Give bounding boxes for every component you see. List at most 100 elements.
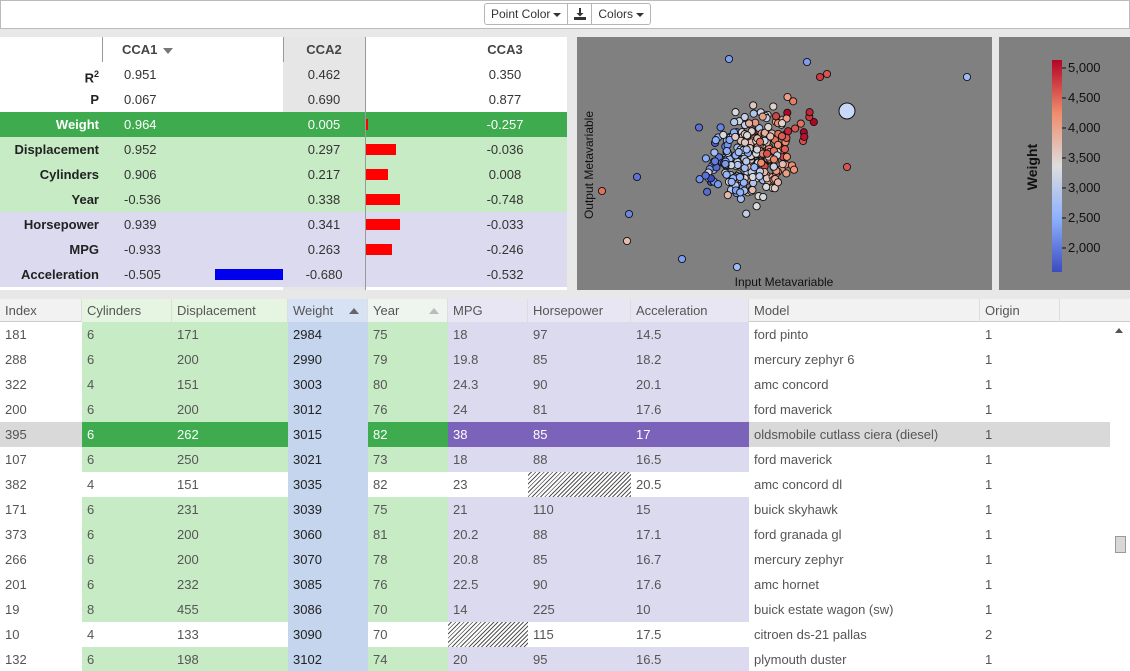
column-header-weight[interactable]: Weight <box>288 299 368 322</box>
scatter-point[interactable] <box>703 187 712 196</box>
scatter-point[interactable] <box>713 180 723 189</box>
cca-row[interactable]: Weight 0.964 0.005 -0.257 <box>0 112 567 137</box>
scatter-point[interactable] <box>763 149 772 158</box>
scatter-point[interactable] <box>753 145 762 154</box>
scatter-point[interactable] <box>597 186 607 196</box>
cca1-header[interactable]: CCA1 <box>122 37 174 62</box>
scatter-point[interactable] <box>784 127 793 136</box>
column-header-horsepower[interactable]: Horsepower <box>528 299 631 322</box>
scatter-point[interactable] <box>769 102 778 111</box>
scatter-plot[interactable]: Input Metavariable Output Metavariable <box>577 37 992 290</box>
scatter-plot-canvas[interactable]: Input Metavariable Output Metavariable <box>577 37 992 290</box>
scatter-point[interactable] <box>962 72 972 82</box>
scatter-point[interactable] <box>789 165 799 174</box>
cca2-header[interactable]: CCA2 <box>306 42 342 57</box>
scatter-point[interactable] <box>749 101 758 110</box>
scatter-point[interactable] <box>778 119 787 128</box>
scrollbar-thumb[interactable] <box>1115 536 1126 553</box>
scatter-point[interactable] <box>740 163 749 173</box>
scatter-point[interactable] <box>694 123 704 132</box>
scatter-point[interactable] <box>622 236 632 246</box>
column-header-year[interactable]: Year <box>368 299 448 322</box>
scatter-point[interactable] <box>777 132 787 141</box>
point-color-dropdown[interactable]: Point Color <box>485 4 569 24</box>
scatter-point[interactable] <box>710 148 719 157</box>
scatter-point[interactable] <box>748 172 757 182</box>
scatter-point[interactable] <box>701 171 710 180</box>
cca-row[interactable]: Horsepower 0.939 0.341 -0.033 <box>0 212 567 237</box>
column-header-index[interactable]: Index <box>0 299 82 322</box>
scatter-point[interactable] <box>755 137 765 146</box>
scatter-point[interactable] <box>749 109 758 118</box>
cca-row[interactable]: Acceleration -0.505 -0.680 -0.532 <box>0 262 567 287</box>
scatter-point[interactable] <box>731 132 740 141</box>
cca-row[interactable]: Cylinders 0.906 0.217 0.008 <box>0 162 567 187</box>
scatter-point[interactable] <box>769 155 779 164</box>
scatter-point[interactable] <box>732 262 742 272</box>
table-row[interactable]: 171 6 231 3039 75 21 110 15 buick skyhawk 1 <box>0 497 1110 522</box>
table-row[interactable]: 373 6 200 3060 81 20.2 88 17.1 ford granada gl 1 <box>0 522 1110 547</box>
scatter-point[interactable] <box>745 119 754 128</box>
scatter-point[interactable] <box>783 92 792 102</box>
scatter-point[interactable] <box>752 202 761 211</box>
scatter-point[interactable] <box>791 124 800 133</box>
scatter-point[interactable] <box>695 175 704 184</box>
table-row[interactable]: 19 8 455 3086 70 14 225 10 buick estate wagon (s… <box>0 597 1110 622</box>
scatter-point[interactable] <box>758 112 767 121</box>
table-row[interactable]: 382 4 151 3035 82 23 20.5 amc concord dl 1 <box>0 472 1110 497</box>
selected-scatter-point[interactable] <box>838 102 856 120</box>
scatter-point[interactable] <box>815 72 825 82</box>
table-row[interactable]: 10 4 133 3090 70 115 17.5 citroen ds-21 pallas 2 <box>0 622 1110 647</box>
scatter-point[interactable] <box>701 154 710 163</box>
scatter-point[interactable] <box>769 162 778 171</box>
scatter-point[interactable] <box>771 112 781 121</box>
download-button[interactable] <box>568 4 593 24</box>
vertical-scrollbar[interactable] <box>1110 322 1130 671</box>
scatter-point[interactable] <box>796 119 805 128</box>
scatter-point[interactable] <box>822 69 832 79</box>
scatter-point[interactable] <box>764 122 773 132</box>
scatter-point[interactable] <box>778 160 787 169</box>
scatter-point[interactable] <box>740 138 749 147</box>
scatter-point[interactable] <box>766 132 775 141</box>
scatter-point[interactable] <box>740 112 749 122</box>
column-header-origin[interactable]: Origin <box>980 299 1060 322</box>
scatter-point[interactable] <box>716 123 725 132</box>
scatter-point[interactable] <box>742 157 751 166</box>
scatter-point[interactable] <box>762 182 771 191</box>
scatter-point[interactable] <box>748 185 757 195</box>
scatter-point[interactable] <box>805 108 814 117</box>
table-row[interactable]: 201 6 232 3085 76 22.5 90 17.6 amc hornet 1 <box>0 572 1110 597</box>
scatter-point[interactable] <box>624 209 634 219</box>
scatter-point[interactable] <box>710 157 720 166</box>
scatter-point[interactable] <box>743 131 752 140</box>
scatter-point[interactable] <box>755 172 764 181</box>
scatter-point[interactable] <box>727 177 736 186</box>
scatter-point[interactable] <box>773 140 783 149</box>
column-header-mpg[interactable]: MPG <box>448 299 528 322</box>
table-row[interactable]: 200 6 200 3012 76 24 81 17.6 ford maverick 1 <box>0 397 1110 422</box>
column-header-cylinders[interactable]: Cylinders <box>82 299 172 322</box>
scatter-point[interactable] <box>780 145 789 154</box>
scatter-point[interactable] <box>739 178 748 187</box>
table-row[interactable]: 395 6 262 3015 82 38 85 17 oldsmobile cutlass ci… <box>0 422 1110 447</box>
scatter-point[interactable] <box>722 170 731 179</box>
scatter-point[interactable] <box>800 132 809 141</box>
table-row[interactable]: 322 4 151 3003 80 24.3 90 20.1 amc concord 1 <box>0 372 1110 397</box>
scatter-point[interactable] <box>842 162 852 172</box>
scatter-point[interactable] <box>750 163 759 172</box>
scatter-point[interactable] <box>722 146 731 156</box>
scatter-point[interactable] <box>724 54 734 64</box>
scatter-point[interactable] <box>757 158 766 167</box>
cca-row[interactable]: MPG -0.933 0.263 -0.246 <box>0 237 567 262</box>
scatter-point[interactable] <box>632 172 642 182</box>
colors-dropdown[interactable]: Colors <box>592 4 650 24</box>
scatter-point[interactable] <box>735 173 744 182</box>
column-header-displacement[interactable]: Displacement <box>172 299 288 322</box>
scatter-point[interactable] <box>759 192 768 202</box>
scatter-point[interactable] <box>677 254 687 264</box>
scatter-point[interactable] <box>742 209 751 218</box>
cca3-header[interactable]: CCA3 <box>487 42 523 57</box>
scatter-point[interactable] <box>782 152 791 161</box>
scatter-point[interactable] <box>736 188 745 197</box>
